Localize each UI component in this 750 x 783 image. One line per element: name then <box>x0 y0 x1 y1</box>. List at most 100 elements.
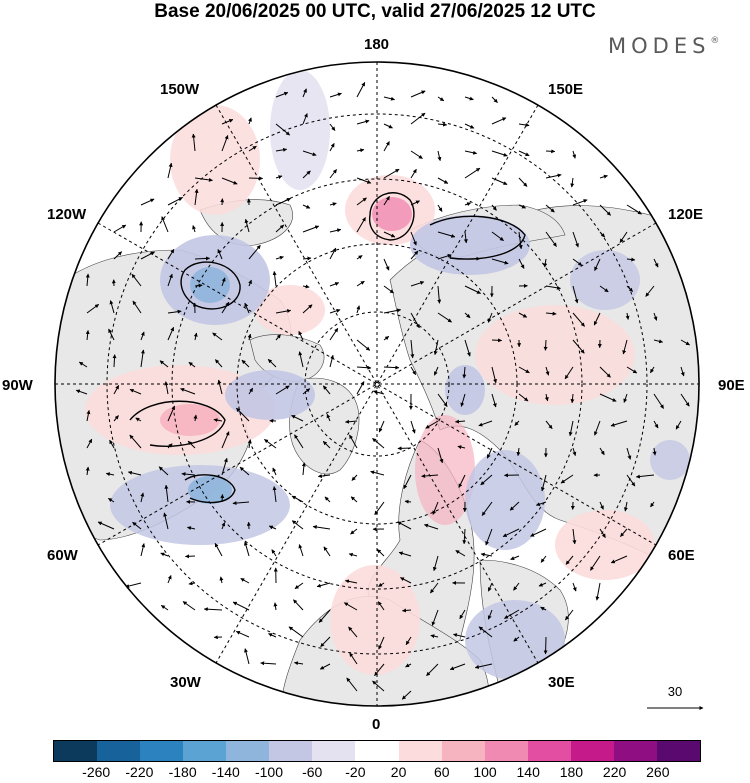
wind-arrow <box>181 472 196 477</box>
wind-arrow <box>301 462 306 476</box>
wind-arrow <box>356 148 365 153</box>
wind-arrow <box>319 663 331 670</box>
wind-arrow <box>75 389 88 395</box>
wind-arrow <box>302 204 311 209</box>
wind-arrow <box>599 447 605 456</box>
colorbar-tick-label: -100 <box>254 764 284 780</box>
wind-arrow <box>572 199 588 206</box>
wind-arrow <box>410 150 423 159</box>
wind-arrow <box>589 555 601 571</box>
wind-arrow <box>113 415 119 422</box>
wind-arrow <box>167 443 173 449</box>
wind-arrow <box>220 494 225 503</box>
wind-arrow <box>298 330 304 341</box>
wind-arrow <box>160 552 169 557</box>
label-0: 0 <box>372 716 381 733</box>
wind-arrow <box>221 119 234 125</box>
wind-arrow <box>140 492 145 503</box>
wind-arrow <box>594 258 601 271</box>
wind-arrow <box>105 472 115 477</box>
wind-arrow <box>219 576 224 584</box>
wind-arrow <box>626 366 638 374</box>
meridian-line <box>97 222 657 546</box>
wind-arrow <box>410 420 416 434</box>
label-90e: 90E <box>718 377 745 394</box>
wind-arrow <box>275 147 288 152</box>
wind-arrow <box>221 277 226 287</box>
wind-arrow <box>131 273 142 287</box>
wind-arrow <box>302 113 308 125</box>
wind-arrow <box>235 630 250 638</box>
wind-arrow <box>402 608 412 613</box>
wind-arrow <box>221 522 226 530</box>
wind-arrow <box>275 224 285 233</box>
wind-arrow <box>185 554 196 559</box>
colorbar-swatch <box>97 741 141 761</box>
wind-arrow <box>437 96 445 102</box>
wind-arrow <box>322 440 331 449</box>
wind-arrow <box>275 197 291 206</box>
graticule <box>55 62 699 706</box>
wind-arrow <box>430 582 439 594</box>
wind-arrow <box>267 358 277 368</box>
wind-arrow <box>397 521 412 530</box>
colorbar-swatch <box>226 741 270 761</box>
wind-arrow <box>464 285 481 294</box>
wind-arrow <box>356 119 370 125</box>
wind-arrow <box>160 604 169 611</box>
wind-arrow <box>86 410 91 422</box>
wind-arrow <box>545 231 557 247</box>
wind-arrow <box>544 393 549 402</box>
wind-arrow <box>510 555 520 560</box>
wind-arrow <box>97 521 115 530</box>
wind-arrow <box>324 496 331 503</box>
wind-vectors <box>75 82 690 700</box>
wind-arrow <box>464 150 478 155</box>
anomaly-negative <box>225 370 315 420</box>
contour-line <box>129 400 226 447</box>
wind-arrow <box>464 339 471 357</box>
wind-arrow <box>626 447 632 460</box>
wind-arrow <box>320 636 331 648</box>
wind-arrow <box>565 609 574 621</box>
wind-arrow <box>158 466 169 476</box>
wind-arrow <box>264 438 277 449</box>
wind-arrow <box>403 474 412 490</box>
wind-arrow <box>572 582 577 592</box>
wind-arrow <box>356 280 365 287</box>
wind-arrow <box>653 339 664 344</box>
wind-arrow <box>491 231 504 242</box>
wind-arrow <box>572 285 579 304</box>
wind-arrow <box>437 312 452 323</box>
wind-arrow <box>356 82 366 98</box>
wind-arrow <box>410 281 425 287</box>
wind-arrow <box>653 393 665 409</box>
latitude-circle <box>106 113 648 655</box>
wind-arrow <box>346 677 358 692</box>
wind-arrow <box>372 680 385 692</box>
wind-arrow <box>530 528 547 537</box>
wind-arrow <box>635 474 655 479</box>
wind-arrow <box>194 177 213 182</box>
colorbar-swatch <box>355 741 399 761</box>
wind-arrow <box>275 91 289 98</box>
wind-arrow <box>425 420 439 429</box>
wind-arrow <box>236 407 250 422</box>
wind-arrow <box>163 512 169 530</box>
wind-arrow <box>623 393 628 403</box>
wind-arrow <box>462 366 467 379</box>
wind-arrow <box>239 466 250 476</box>
wind-arrow <box>85 466 90 476</box>
wind-arrow <box>410 312 420 329</box>
wind-arrow <box>378 420 385 433</box>
wind-arrow <box>187 526 196 531</box>
wind-arrow <box>248 244 261 260</box>
wind-arrow <box>437 122 448 127</box>
wind-arrow <box>159 360 169 368</box>
wind-arrow <box>572 312 585 327</box>
wind-arrow <box>192 225 196 233</box>
wind-arrow <box>248 145 257 152</box>
colorbar-tick-label: 100 <box>473 764 497 780</box>
wind-arrow <box>329 247 337 260</box>
wind-arrow <box>625 312 630 320</box>
